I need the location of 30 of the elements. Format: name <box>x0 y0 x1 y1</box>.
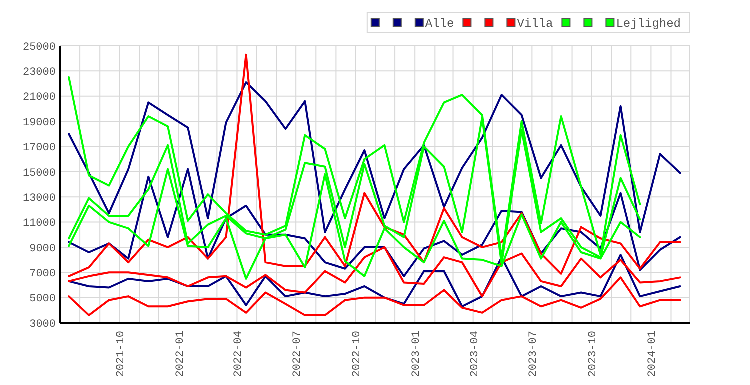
x-tick-label: 2021-10 <box>116 331 128 378</box>
y-tick-label: 19000 <box>22 117 56 130</box>
y-tick-label: 15000 <box>22 168 56 180</box>
y-tick-label: 9000 <box>30 243 56 256</box>
y-tick-label: 3000 <box>30 318 56 331</box>
legend-label: Lejlighed <box>616 17 682 31</box>
line-series <box>68 54 682 278</box>
y-tick-label: 11000 <box>22 218 56 230</box>
line-series <box>68 246 682 298</box>
y-tick-label: 7000 <box>30 268 56 280</box>
legend-label: Villa <box>517 17 554 31</box>
x-tick-label: 2022-01 <box>175 330 188 378</box>
y-tick-label: 25000 <box>22 42 56 54</box>
x-tick-label: 2022-10 <box>352 331 364 378</box>
x-tick-label: 2023-07 <box>528 331 540 378</box>
x-tick-label: 2023-10 <box>588 331 600 378</box>
line-series <box>68 82 682 234</box>
line-series <box>68 254 682 308</box>
legend-label: Alle <box>425 17 454 31</box>
y-tick-label: 23000 <box>22 67 56 80</box>
y-tick-label: 17000 <box>22 142 56 155</box>
y-tick-label: 21000 <box>22 92 56 104</box>
y-tick-label: 13000 <box>22 192 56 205</box>
x-tick-label: 2022-07 <box>292 331 304 378</box>
x-tick-label: 2023-04 <box>469 330 482 378</box>
x-tick-label: 2024-01 <box>647 330 660 378</box>
line-series <box>68 276 682 316</box>
x-tick-label: 2023-01 <box>411 330 424 378</box>
x-tick-label: 2022-04 <box>233 330 246 378</box>
y-tick-label: 5000 <box>30 294 56 306</box>
